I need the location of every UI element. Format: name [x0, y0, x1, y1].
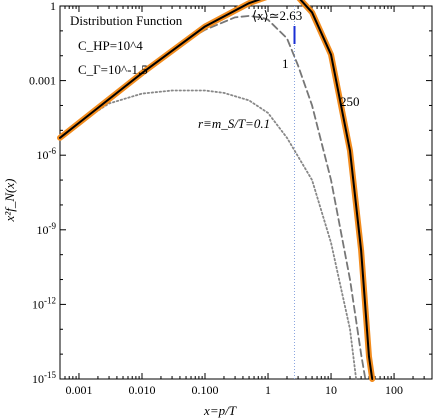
annotation-title: Distribution Function: [70, 13, 183, 28]
y-tick-label: 1: [50, 0, 56, 13]
x-tick-label: 0.001: [65, 383, 92, 397]
series-line: [59, 0, 374, 380]
tick-labels: 0.001 0.010 0.100 1 10 100 1 0.001 10-6 10-9 10-12…: [29, 0, 403, 397]
y-tick-label: 0.001: [29, 74, 56, 88]
x-tick-label: 10: [325, 383, 337, 397]
y-tick-label: 10-12: [32, 295, 56, 311]
y-tick-label: 10-15: [32, 370, 56, 386]
series-line: [59, 89, 358, 380]
y-axis-label: x²f_N(x): [2, 179, 17, 223]
annotation-param1: C_HP=10^4: [78, 38, 143, 53]
x-tick-label: 0.010: [128, 383, 155, 397]
annotation-mean: ⟨x⟩≃2.63: [252, 8, 302, 23]
ticks: [59, 5, 433, 380]
label-250: 250: [340, 94, 360, 109]
annotation-param2: C_Γ=10^-1.5: [78, 62, 148, 77]
x-tick-label: 1: [265, 383, 271, 397]
series-line: [57, 0, 376, 382]
label-1: 1: [282, 56, 289, 71]
x-tick-label: 100: [385, 383, 403, 397]
y-tick-label: 10-6: [37, 146, 57, 162]
label-r01: r≡m_S/T=0.1: [198, 116, 270, 131]
series-layer: [57, 0, 376, 382]
y-tick-label: 10-9: [37, 221, 57, 237]
x-tick-label: 0.100: [192, 383, 219, 397]
x-axis-label: x=p/T: [203, 403, 237, 418]
